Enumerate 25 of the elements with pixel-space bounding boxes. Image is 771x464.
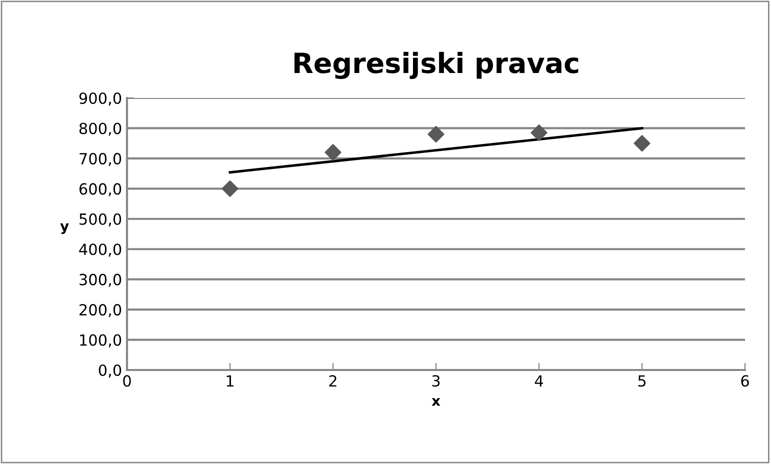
point — [428, 126, 444, 143]
x-tick-label: 0 — [123, 375, 131, 387]
point — [530, 124, 548, 142]
y-tick-label: 200,0 — [80, 304, 122, 318]
y-tick-label: 600,0 — [79, 183, 122, 196]
x-tick-label: 4 — [534, 375, 544, 386]
y-tick-label: 800,0 — [79, 122, 122, 136]
chart-title: Regresijski pravac — [294, 52, 578, 79]
x-tick-label: 3 — [432, 375, 440, 387]
y-tick-label: 400,0 — [79, 244, 122, 257]
y-tick-label: 500,0 — [80, 213, 122, 226]
x-tick-label: 5 — [638, 375, 646, 387]
point — [222, 180, 238, 197]
y-tick-label: 100,0 — [80, 334, 122, 348]
x-tick-label: 2 — [329, 375, 336, 386]
y-tick-label: 900,0 — [79, 92, 122, 106]
y-axis-title: y — [60, 223, 69, 234]
point — [634, 135, 650, 152]
y-tick-label: 300,0 — [80, 274, 122, 287]
y-tick-label: 0,0 — [98, 364, 122, 378]
point — [324, 144, 342, 161]
x-tick-label: 6 — [741, 375, 749, 387]
x-axis-title: x — [432, 398, 440, 406]
y-tick-label: 700,0 — [80, 152, 122, 166]
x-tick-label: 1 — [226, 375, 234, 386]
